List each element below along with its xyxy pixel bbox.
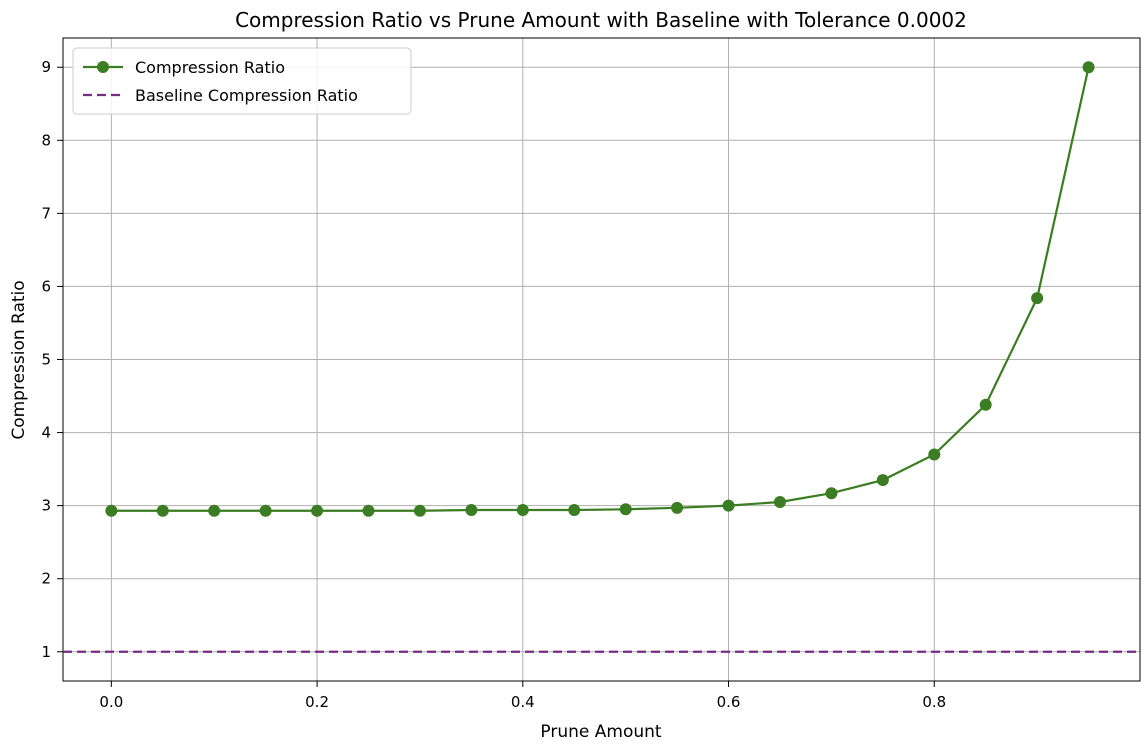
y-tick-label: 1 <box>41 643 51 661</box>
data-point <box>825 487 838 500</box>
data-point <box>773 495 786 508</box>
y-tick-label: 2 <box>41 570 51 588</box>
y-tick-label: 3 <box>41 497 51 515</box>
data-point <box>979 398 992 411</box>
x-tick-label: 0.8 <box>922 693 946 711</box>
data-point <box>1031 292 1044 305</box>
x-tick-label: 0.2 <box>305 693 329 711</box>
data-point <box>208 504 221 517</box>
grid <box>63 38 1140 681</box>
x-tick-label: 0.0 <box>99 693 123 711</box>
data-point <box>928 448 941 461</box>
chart-title: Compression Ratio vs Prune Amount with B… <box>235 8 967 32</box>
data-point <box>568 504 581 517</box>
y-axis-label: Compression Ratio <box>9 280 29 439</box>
legend-label: Compression Ratio <box>135 58 285 77</box>
data-point <box>876 474 889 487</box>
data-point <box>671 501 684 514</box>
legend-swatch-marker <box>97 61 109 73</box>
plot-area <box>63 61 1140 653</box>
y-tick-label: 6 <box>41 277 51 295</box>
legend-box <box>72 47 412 115</box>
data-point <box>259 504 272 517</box>
compression-ratio-line <box>111 66 1090 512</box>
data-point <box>1082 61 1095 74</box>
y-tick-label: 8 <box>41 131 51 149</box>
plot-frame <box>62 37 1141 682</box>
data-point <box>413 504 426 517</box>
data-point <box>516 504 529 517</box>
data-point <box>156 504 169 517</box>
data-point <box>465 504 478 517</box>
axes: 0.0 0.2 0.4 0.6 0.8 1 2 3 4 5 6 7 8 9 <box>41 37 1141 711</box>
x-tick-label: 0.6 <box>717 693 741 711</box>
x-tick-label: 0.4 <box>511 693 535 711</box>
x-axis-label: Prune Amount <box>540 722 661 742</box>
data-point <box>362 504 375 517</box>
y-tick-label: 4 <box>41 424 51 442</box>
data-point <box>722 499 735 512</box>
data-point <box>311 504 324 517</box>
legend: Compression Ratio Baseline Compression Ra… <box>72 47 412 115</box>
y-tick-label: 7 <box>41 204 51 222</box>
legend-label: Baseline Compression Ratio <box>135 86 358 105</box>
y-tick-label: 9 <box>41 58 51 76</box>
y-tick-label: 5 <box>41 351 51 369</box>
data-point <box>619 503 632 516</box>
data-point <box>105 504 118 517</box>
